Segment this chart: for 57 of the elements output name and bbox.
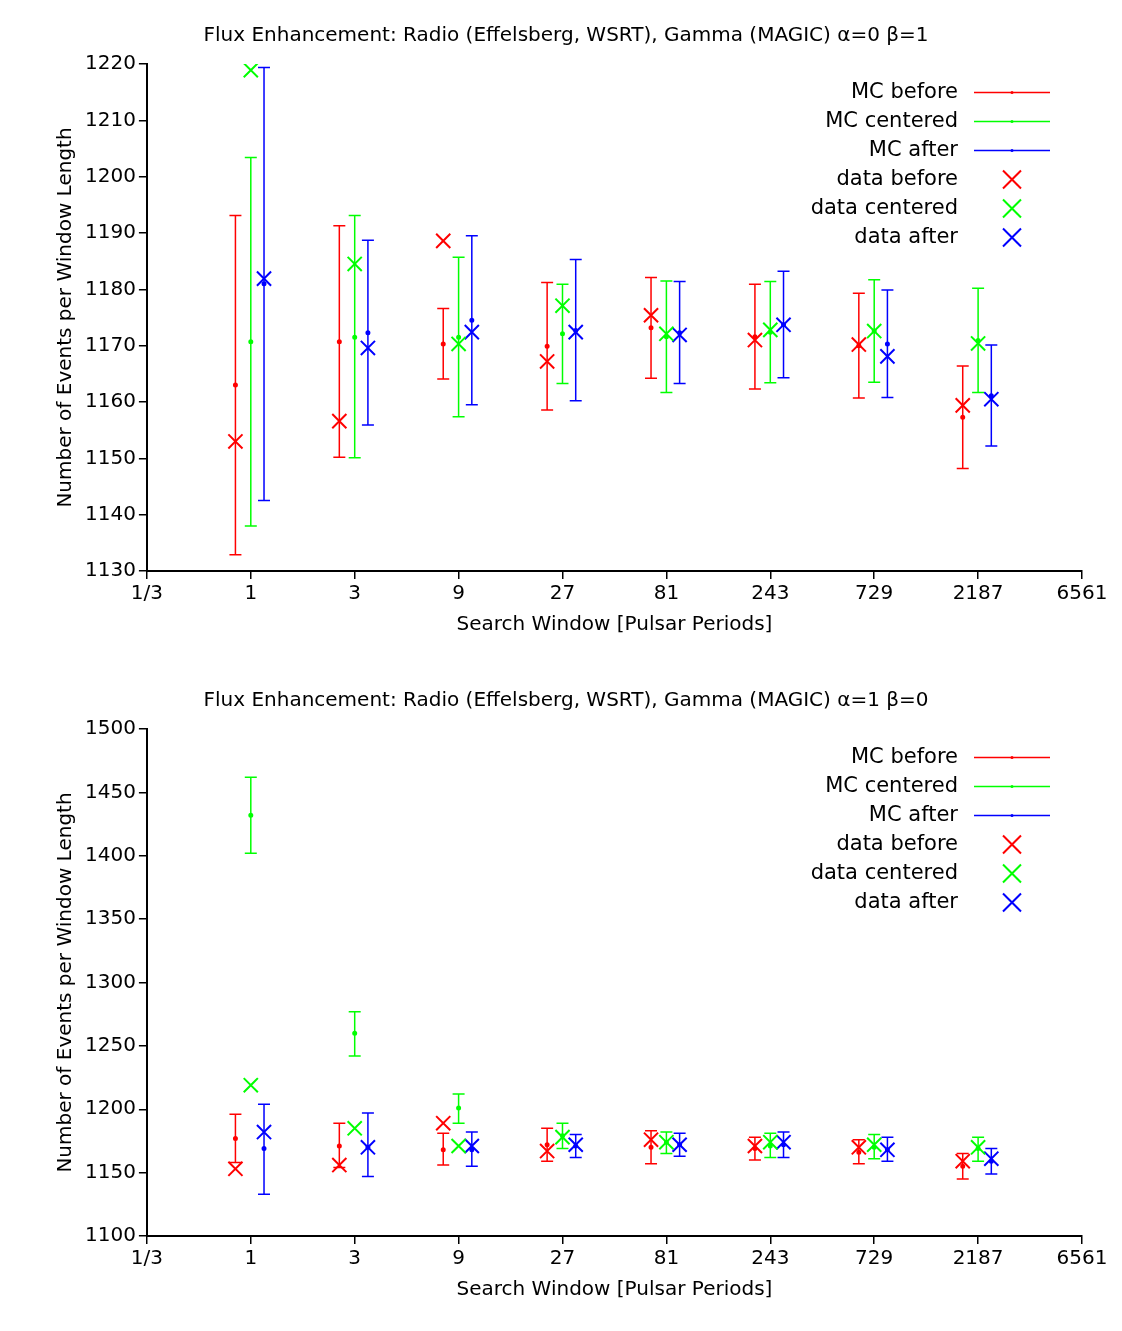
y-tick-label: 1150	[84, 444, 136, 469]
x-tick-label: 27	[549, 1245, 576, 1270]
y-tick-label: 1400	[84, 841, 136, 866]
x-tick-label: 6561	[1056, 580, 1108, 605]
y-tick-label: 1450	[84, 778, 136, 803]
legend-label: MC before	[850, 78, 958, 103]
chart-title: Flux Enhancement: Radio (Effelsberg, WSRT), Gamma (MAGIC) α=1 β=0	[203, 687, 929, 712]
y-tick-label: 1130	[84, 557, 136, 582]
x-tick-label: 1	[244, 1245, 258, 1270]
legend-label: MC before	[850, 743, 958, 768]
y-tick-label: 1500	[84, 715, 136, 740]
x-tick-label: 81	[653, 1245, 680, 1270]
y-tick-label: 1140	[84, 500, 136, 525]
legend-label: data after	[854, 223, 959, 248]
y-axis-title: Number of Events per Window Length	[52, 792, 77, 1173]
legend-label: data before	[836, 830, 958, 855]
y-tick-label: 1190	[84, 219, 136, 244]
x-tick-label: 243	[751, 580, 790, 605]
x-tick-label: 6561	[1056, 1245, 1108, 1270]
y-tick-label: 1160	[84, 388, 136, 413]
legend-label: MC after	[868, 801, 959, 826]
y-tick-label: 1150	[84, 1158, 136, 1183]
y-tick-label: 1220	[84, 50, 136, 75]
legend-label: data before	[836, 165, 958, 190]
y-tick-label: 1100	[84, 1222, 136, 1247]
y-tick-label: 1350	[84, 905, 136, 930]
x-tick-label: 2187	[952, 580, 1004, 605]
x-tick-label: 9	[452, 1245, 465, 1270]
legend-label: data centered	[810, 859, 958, 884]
y-tick-label: 1170	[84, 331, 136, 356]
x-tick-label: 729	[855, 580, 894, 605]
x-axis-title: Search Window [Pulsar Periods]	[456, 1276, 773, 1301]
x-tick-label: 243	[751, 1245, 790, 1270]
y-tick-label: 1300	[84, 968, 136, 993]
x-tick-label: 9	[452, 580, 465, 605]
y-tick-label: 1200	[84, 162, 136, 187]
x-tick-label: 2187	[952, 1245, 1004, 1270]
x-tick-label: 3	[348, 1245, 362, 1270]
x-axis-title: Search Window [Pulsar Periods]	[456, 611, 773, 636]
legend-label: MC centered	[825, 772, 958, 797]
y-axis-title: Number of Events per Window Length	[52, 127, 77, 508]
x-tick-label: 3	[348, 580, 362, 605]
y-tick-label: 1200	[84, 1095, 136, 1120]
x-tick-label: 81	[653, 580, 680, 605]
legend-label: MC after	[868, 136, 959, 161]
x-tick-label: 1/3	[130, 1245, 163, 1270]
x-tick-label: 729	[855, 1245, 894, 1270]
y-tick-label: 1180	[84, 275, 136, 300]
x-tick-label: 1	[244, 580, 258, 605]
legend-label: data after	[854, 888, 959, 913]
y-tick-label: 1250	[84, 1032, 136, 1057]
x-tick-label: 1/3	[130, 580, 163, 605]
legend-label: MC centered	[825, 107, 958, 132]
x-tick-label: 27	[549, 580, 576, 605]
y-tick-label: 1210	[84, 106, 136, 131]
chart-title: Flux Enhancement: Radio (Effelsberg, WSRT), Gamma (MAGIC) α=0 β=1	[203, 22, 929, 47]
legend-label: data centered	[810, 194, 958, 219]
